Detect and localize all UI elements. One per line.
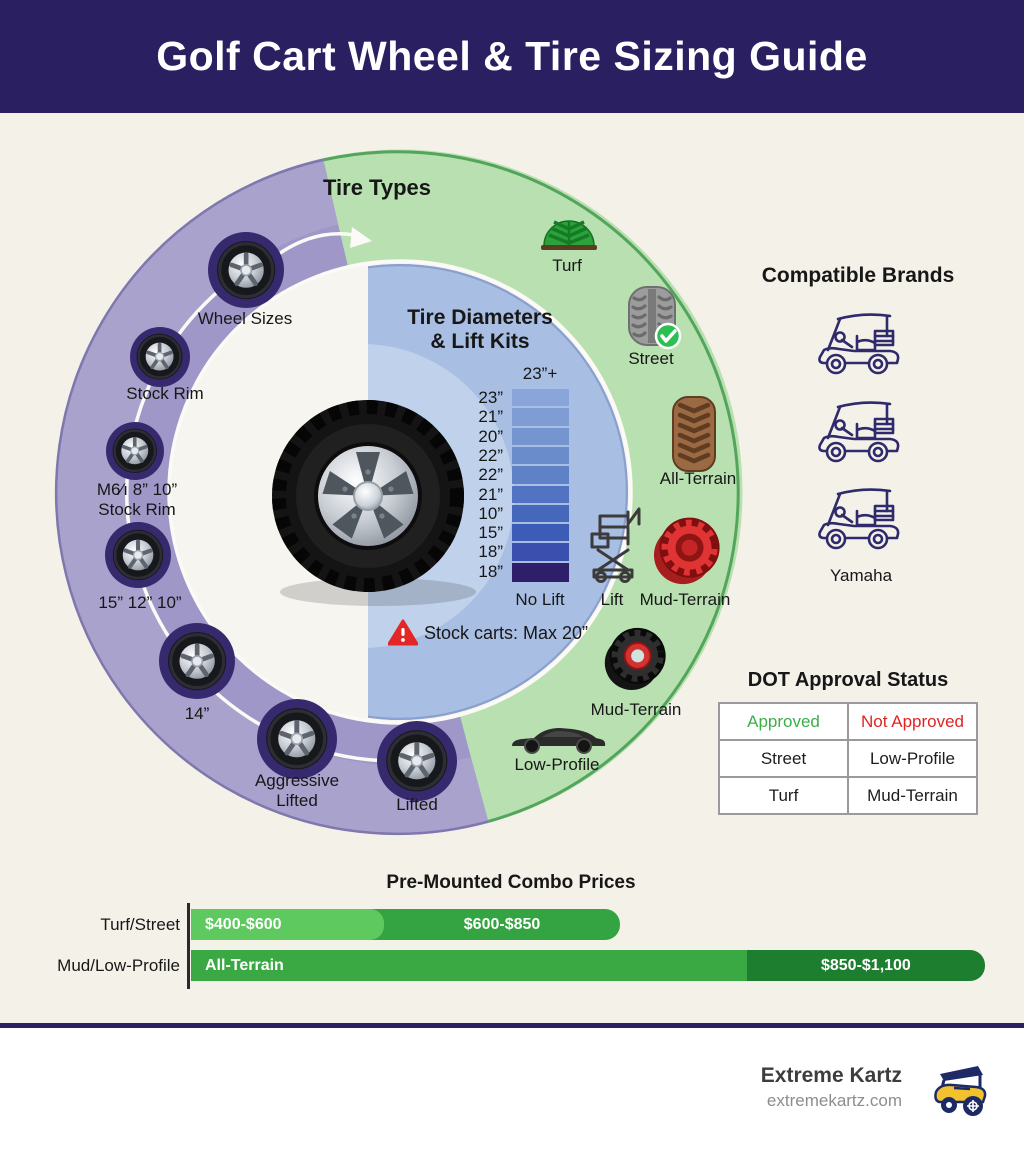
wheel-item-stock-rim [130, 327, 190, 387]
wheel-label-lifted: Lifted [396, 795, 438, 814]
chart-row-label: 15” [478, 523, 503, 543]
chart-row-label: 18” [478, 542, 503, 562]
all-terrain-tire-icon [672, 396, 716, 472]
dot-approval-table: Approved Not Approved Street Low-Profile… [718, 702, 978, 815]
street-tire-icon [628, 286, 682, 350]
chart-bar-segment [512, 408, 569, 426]
brand-cart-icon-3 [812, 481, 908, 559]
tire-type-label-mud-terrain-2: Mud-Terrain [590, 700, 682, 719]
chart-row-label: 20” [478, 426, 503, 446]
no-lift-label: No Lift [515, 590, 565, 609]
tire-type-label-low-profile: Low-Profile [514, 755, 600, 774]
chart-bar-segment [512, 427, 569, 445]
warning-text: Stock carts: Max 20” [424, 623, 589, 643]
tire-type-label-street: Street [628, 349, 674, 368]
dot-title: DOT Approval Status [747, 669, 949, 691]
chart-top-label: 23”+ [522, 364, 558, 383]
price-bar-turf-street: $400-$600 $600-$850 [191, 909, 620, 940]
chart-row-label: 21” [478, 407, 503, 427]
center-title: Tire Diameters & Lift Kits [407, 306, 553, 354]
chart-row-label: 10” [478, 503, 503, 523]
chart-bar-segment [512, 543, 569, 561]
chart-row-label: 22” [478, 445, 503, 465]
price-axis-line [187, 903, 190, 989]
approved-check-icon [654, 322, 682, 350]
scissor-lift-icon [590, 507, 641, 583]
tire-type-label-all-terrain: All-Terrain [659, 469, 737, 488]
dot-col-approved: Approved [719, 703, 848, 740]
brand-cart-icon-2 [812, 394, 908, 472]
wheel-item-stock-rim-2 [106, 422, 164, 480]
lift-label: Lift [600, 590, 624, 609]
mud-terrain-red-tire-icon [653, 517, 720, 585]
wheel-label-stock-rim: Stock Rim [126, 384, 204, 403]
brands-title: Compatible Brands [761, 264, 955, 287]
prices-title: Pre-Mounted Combo Prices [386, 872, 636, 893]
wheel-item-14 [159, 623, 235, 699]
footer-divider [0, 1023, 1024, 1028]
turf-tire-icon [541, 220, 597, 250]
chart-row-label: 23” [478, 388, 503, 407]
tire-types-title: Tire Types [322, 175, 431, 200]
price-segment: $600-$850 [463, 915, 541, 933]
wheel-item-15-12-10 [105, 522, 171, 588]
price-row-label-mud-low-profile: Mud/Low-Profile [57, 956, 180, 975]
brand-label-yamaha: Yamaha [829, 566, 893, 585]
dot-cell-low-profile: Low-Profile [848, 740, 977, 777]
chart-bar-segment [512, 389, 569, 407]
price-row-label-turf-street: Turf/Street [100, 915, 180, 934]
chart-row-label: 22” [478, 465, 503, 485]
mud-terrain-black-tire-icon [604, 627, 666, 690]
dot-cell-turf: Turf [719, 777, 848, 814]
header-banner: Golf Cart Wheel & Tire Sizing Guide [0, 0, 1024, 113]
wheel-label-stock-rim-2: M6⁄ı 8” 10” Stock Rim [96, 480, 178, 519]
chart-bar-segment [512, 485, 569, 503]
page-title: Golf Cart Wheel & Tire Sizing Guide [156, 33, 868, 79]
chart-row-label: 21” [478, 484, 503, 504]
chart-bar-segment [512, 466, 569, 484]
warning-icon [388, 619, 418, 646]
tire-type-label-turf: Turf [552, 256, 582, 275]
chart-bar-segment [512, 562, 569, 582]
chart-bar-segment [512, 446, 569, 465]
dot-cell-street: Street [719, 740, 848, 777]
chart-bar-segment [512, 504, 569, 523]
price-segment: $850-$1,100 [820, 956, 911, 974]
footer-logo-cart-icon [934, 1066, 987, 1116]
tire-type-label-mud-terrain-1: Mud-Terrain [639, 590, 731, 609]
dot-cell-mud-terrain: Mud-Terrain [848, 777, 977, 814]
wheel-item-aggressive-lifted [257, 699, 337, 779]
tire-photo [272, 400, 476, 606]
chart-row-label: 18” [478, 561, 503, 581]
footer-brand-name: Extreme Kartz [760, 1064, 902, 1087]
footer: Extreme Kartz extremekartz.com [0, 1028, 1024, 1154]
chart-bar-segment [512, 524, 569, 542]
wheel-item-lifted [377, 721, 457, 801]
price-segment: $400-$600 [191, 909, 385, 940]
price-segment: All-Terrain [191, 950, 747, 981]
wheel-label-15-12-10: 15” 12” 10” [98, 593, 182, 612]
wheel-label-14: 14” [184, 704, 210, 723]
wheel-label-wheel-sizes: Wheel Sizes [197, 309, 293, 328]
wheel-item-wheel-sizes [208, 232, 284, 308]
dot-col-not-approved: Not Approved [848, 703, 977, 740]
low-profile-car-icon [512, 728, 606, 754]
price-bar-mud-low-profile: All-Terrain $850-$1,100 [191, 950, 985, 981]
brand-cart-icon-1 [812, 306, 908, 384]
footer-website: extremekartz.com [766, 1091, 902, 1110]
wheel-label-aggressive-lifted: Aggressive Lifted [254, 771, 340, 810]
